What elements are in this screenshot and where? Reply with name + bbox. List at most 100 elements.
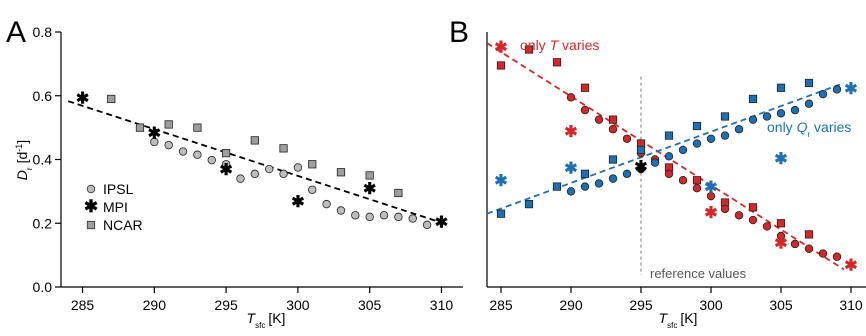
x-tick-label: 300 [286, 297, 310, 313]
annotation-q-var: Q [797, 119, 808, 135]
x-tick-label: 285 [71, 297, 95, 313]
circle-only-qr [678, 145, 688, 155]
annotation-only-qr-varies: only Qr varies [767, 119, 851, 139]
circle-reference [636, 164, 646, 174]
panel-a-y-label-unit-sup: -1 [14, 144, 24, 152]
annotation-q-post: varies [810, 119, 851, 135]
circle-only-t [818, 249, 828, 258]
circle-only-qr [706, 134, 716, 143]
point-ncar [365, 171, 374, 180]
annotation-q-pre: only [767, 119, 797, 135]
star-only-qr: ✱ [704, 180, 717, 197]
annotation-t-post: varies [558, 37, 599, 53]
circle-only-t [664, 169, 674, 179]
point-ipsl [150, 137, 159, 147]
circle-only-t [580, 105, 590, 115]
point-ipsl [236, 174, 245, 183]
panel-a-x-label-main: T [247, 310, 257, 326]
x-tick-label: 290 [559, 297, 583, 313]
square-only-qr [692, 121, 702, 131]
point-ipsl [164, 140, 173, 150]
legend-marker-mpi: ✱ [84, 197, 98, 216]
panel-b-x-label-main: T [659, 310, 669, 326]
circle-only-t [608, 125, 618, 134]
point-ipsl [365, 212, 374, 222]
star-only-t: ✱ [704, 205, 717, 222]
circle-only-qr [608, 174, 618, 183]
square-only-t [552, 58, 562, 67]
square-only-qr [496, 209, 506, 218]
point-ipsl [379, 211, 389, 220]
x-tick-label: 285 [489, 297, 513, 313]
annotation-reference-values: reference values [650, 266, 747, 281]
point-ncar [279, 144, 288, 153]
x-tick-label: 305 [769, 297, 793, 313]
star-reference: ✱ [634, 159, 647, 176]
circle-only-t [720, 204, 730, 214]
circle-only-t [762, 222, 772, 231]
panel-a-x-label-sub: sfc [255, 321, 265, 330]
y-tick-label: 0.8 [33, 24, 53, 40]
legend-label-ncar: NCAR [103, 217, 143, 233]
point-ncar [250, 136, 259, 145]
circle-only-t [748, 215, 758, 225]
point-mpi: ✱ [291, 194, 304, 211]
panel-a-y-label-unit: [d [14, 152, 30, 164]
point-mpi: ✱ [363, 181, 376, 198]
circle-only-qr [692, 139, 702, 148]
panel-a-points: ✱ ✱ ✱ ✱ ✱ ✱ [76, 90, 448, 231]
legend-item-mpi: ✱ MPI [84, 197, 128, 216]
circle-only-t [776, 231, 786, 241]
point-ipsl [264, 164, 274, 174]
star-only-t: ✱ [494, 39, 507, 56]
circle-only-qr [720, 131, 730, 140]
panel-a-y-label-sub: r [25, 167, 34, 170]
square-only-qr [580, 169, 590, 178]
annotation-only-t-varies: only T varies [520, 37, 599, 53]
square-only-t [692, 176, 702, 185]
circle-only-qr [580, 182, 590, 191]
square-only-t [804, 230, 814, 239]
x-tick-label: 310 [430, 297, 454, 313]
point-ncar [107, 94, 116, 104]
legend-item-ncar: NCAR [86, 217, 143, 233]
panel-a-label: A [6, 16, 26, 49]
x-tick-label: 305 [358, 297, 382, 313]
star-only-t: ✱ [844, 258, 857, 275]
square-only-qr [748, 94, 758, 104]
panel-b-x-label-unit: [K] [680, 310, 697, 326]
circle-only-qr [748, 115, 758, 124]
circle-only-qr [566, 187, 576, 196]
panel-b: B 285 290 295 300 305 310 ✱ ✱ ✱ ✱ ✱ ✱ ✱ ✱ ✱ ✱ ✱ only T … [449, 16, 866, 330]
circle-only-t [734, 211, 744, 220]
point-mpi: ✱ [148, 125, 161, 142]
panel-a-y-ticks: 0.0 0.2 0.4 0.6 0.8 [33, 24, 61, 295]
y-tick-label: 0.0 [33, 279, 53, 295]
point-ipsl [193, 150, 202, 159]
circle-only-qr [804, 99, 814, 108]
circle-only-qr [790, 105, 800, 115]
point-ipsl [293, 163, 303, 172]
panel-a-legend: IPSL ✱ MPI NCAR [84, 181, 143, 233]
x-tick-label: 295 [214, 297, 238, 313]
panel-a-x-ticks: 285 290 295 300 305 310 [71, 287, 454, 313]
point-ncar [336, 168, 346, 177]
point-ncar [193, 123, 202, 132]
point-ipsl [207, 155, 216, 165]
x-tick-label: 300 [699, 297, 723, 313]
square-only-t [524, 45, 534, 54]
y-tick-label: 0.6 [33, 88, 53, 104]
circle-only-qr [818, 89, 828, 99]
square-only-t [748, 203, 758, 212]
point-ipsl [422, 220, 432, 230]
point-mpi: ✱ [76, 90, 89, 107]
point-ipsl [279, 169, 288, 179]
point-ncar [135, 123, 145, 132]
circle-only-qr [650, 158, 660, 167]
star-only-qr: ✱ [844, 81, 857, 98]
point-ipsl [336, 206, 346, 215]
panel-a-y-label: Dr [d-1] [14, 140, 34, 180]
star-only-qr: ✱ [774, 151, 787, 168]
